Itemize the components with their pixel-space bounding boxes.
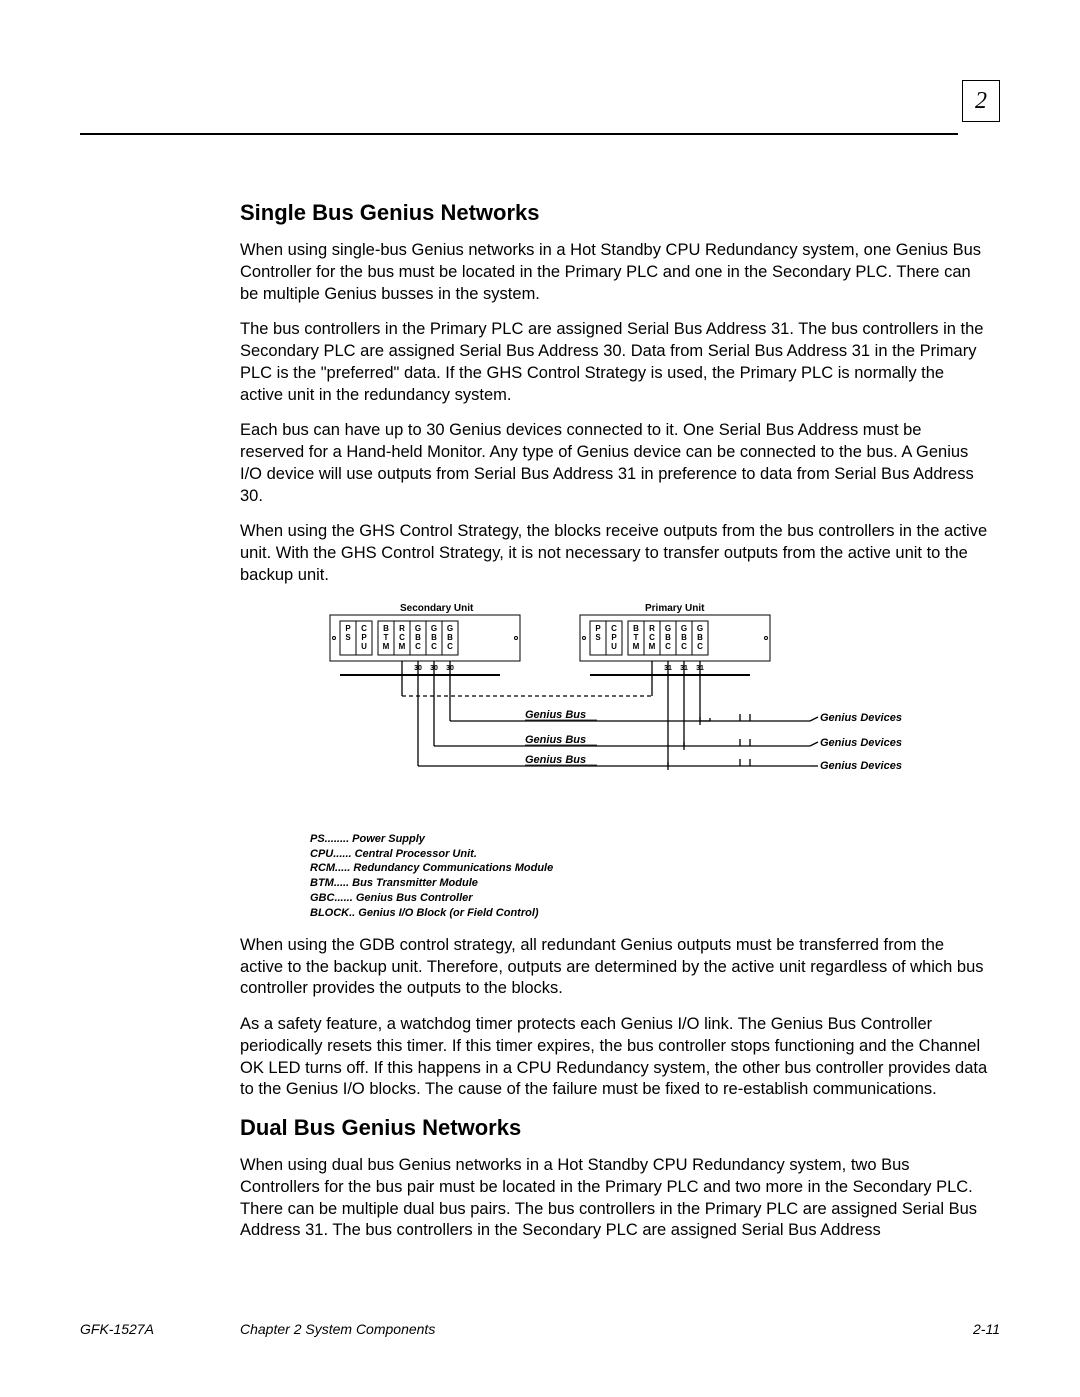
primary-rack: PS CPU BTM RCM GBC GBC GBC 31 31 31 [580,615,770,675]
svg-text:M: M [633,642,640,651]
legend-row: PS........ Power Supply [310,832,990,847]
genius-devices-label: Genius Devices [820,760,902,772]
body-paragraph: When using dual bus Genius networks in a… [240,1155,990,1242]
diagram-legend: PS........ Power Supply CPU...... Centra… [310,832,990,921]
svg-text:U: U [361,642,367,651]
svg-text:C: C [399,633,405,642]
svg-text:B: B [447,633,453,642]
secondary-rack: PS CPU BTM RCM GBC GBC GBC 30 30 30 [330,615,520,675]
svg-text:P: P [345,624,351,633]
body-paragraph: When using the GHS Control Strategy, the… [240,521,990,586]
svg-text:C: C [697,642,703,651]
section-heading-dual-bus: Dual Bus Genius Networks [240,1115,990,1141]
genius-bus-label: Genius Bus [525,709,586,721]
svg-text:C: C [431,642,437,651]
svg-text:M: M [649,642,656,651]
svg-text:R: R [399,624,405,633]
svg-text:G: G [665,624,671,633]
genius-devices-label: Genius Devices [820,712,902,724]
legend-row: BTM..... Bus Transmitter Module [310,876,990,891]
svg-text:B: B [383,624,389,633]
legend-row: BLOCK.. Genius I/O Block (or Field Contr… [310,906,990,921]
svg-text:B: B [681,633,687,642]
svg-text:T: T [634,633,639,642]
genius-bus-label: Genius Bus [525,734,586,746]
svg-text:G: G [681,624,687,633]
page-content: Single Bus Genius Networks When using si… [240,200,990,1242]
svg-text:C: C [681,642,687,651]
genius-bus-diagram: Secondary Unit Primary Unit PS CPU BTM R… [310,601,990,921]
svg-text:P: P [361,633,367,642]
svg-text:B: B [633,624,639,633]
body-paragraph: When using single-bus Genius networks in… [240,240,990,305]
svg-text:C: C [361,624,367,633]
svg-text:B: B [431,633,437,642]
svg-text:P: P [595,624,601,633]
legend-row: GBC...... Genius Bus Controller [310,891,990,906]
footer-chapter: Chapter 2 System Components [240,1321,435,1337]
footer-page-number: 2-11 [973,1321,1000,1337]
svg-text:T: T [384,633,389,642]
header-rule [80,133,958,135]
body-paragraph: Each bus can have up to 30 Genius device… [240,420,990,507]
section-heading-single-bus: Single Bus Genius Networks [240,200,990,226]
svg-text:G: G [697,624,703,633]
chapter-number-box: 2 [962,80,1000,122]
svg-text:M: M [383,642,390,651]
primary-unit-label: Primary Unit [645,603,705,614]
svg-text:U: U [611,642,617,651]
svg-text:P: P [611,633,617,642]
legend-row: RCM..... Redundancy Communications Modul… [310,861,990,876]
body-paragraph: The bus controllers in the Primary PLC a… [240,319,990,406]
svg-text:G: G [447,624,453,633]
genius-bus-label: Genius Bus [525,754,586,766]
secondary-unit-label: Secondary Unit [400,603,474,614]
svg-text:S: S [345,633,351,642]
svg-text:C: C [665,642,671,651]
page-footer: GFK-1527A Chapter 2 System Components 2-… [80,1321,1000,1337]
footer-doc-id: GFK-1527A [80,1321,154,1337]
svg-text:C: C [611,624,617,633]
body-paragraph: As a safety feature, a watchdog timer pr… [240,1014,990,1101]
svg-text:B: B [665,633,671,642]
svg-text:S: S [595,633,601,642]
svg-text:R: R [649,624,655,633]
svg-text:G: G [415,624,421,633]
svg-text:G: G [431,624,437,633]
svg-text:C: C [447,642,453,651]
svg-text:C: C [649,633,655,642]
svg-text:B: B [415,633,421,642]
svg-text:C: C [415,642,421,651]
svg-text:B: B [697,633,703,642]
genius-devices-label: Genius Devices [820,737,902,749]
svg-text:M: M [399,642,406,651]
body-paragraph: When using the GDB control strategy, all… [240,935,990,1000]
legend-row: CPU...... Central Processor Unit. [310,847,990,862]
